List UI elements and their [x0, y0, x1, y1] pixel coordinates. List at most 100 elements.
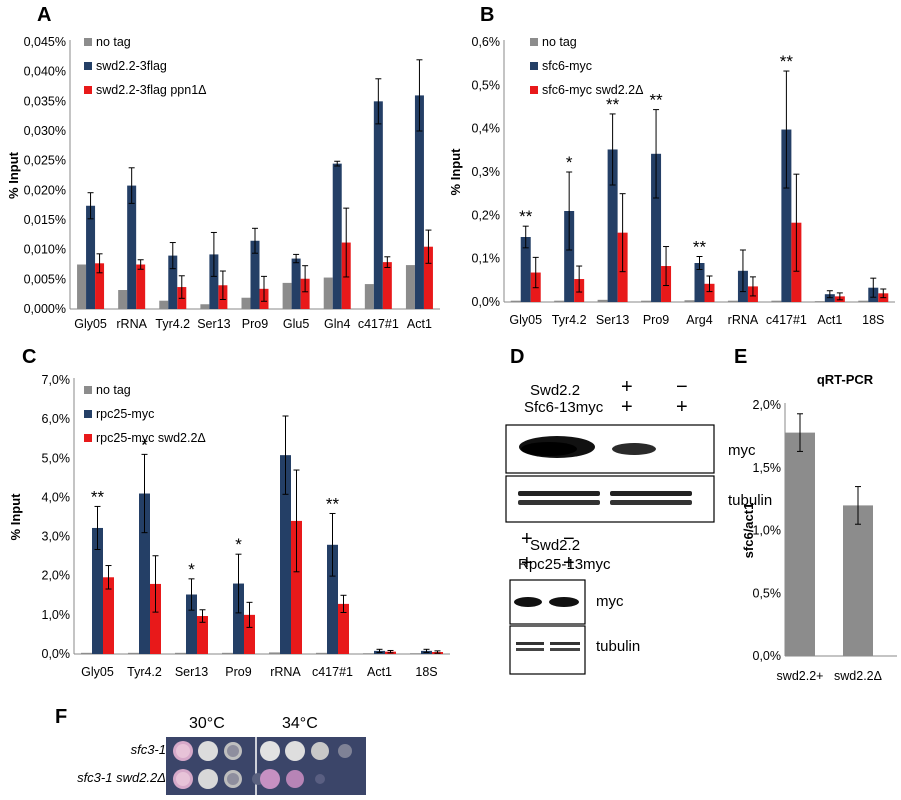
y-tick-label: 0,020% — [24, 183, 66, 197]
bar — [641, 300, 652, 302]
bar — [405, 265, 415, 309]
legend-label: no tag — [96, 383, 131, 397]
blot-top-sign-1b: − — [676, 376, 688, 398]
bar — [327, 544, 338, 654]
blot-top-row2-label: Sfc6-13myc — [524, 399, 604, 416]
blot-bottom-band1-label: myc — [596, 593, 624, 610]
x-category-label: Tyr4.2 — [127, 665, 162, 679]
blot-bottom-sign-1b: − — [563, 528, 575, 550]
significance-marker: ** — [780, 52, 794, 71]
bar — [77, 264, 87, 309]
y-tick-label: 0,000% — [24, 302, 66, 316]
blot-top-image — [505, 424, 715, 523]
x-category-label: Tyr4.2 — [552, 313, 587, 327]
bar — [139, 493, 150, 654]
y-tick-label: 7,0% — [42, 373, 71, 387]
bar — [382, 262, 392, 309]
y-tick-label: 0,035% — [24, 94, 66, 108]
blot-bottom-sign-2b: + — [563, 552, 575, 574]
panel-letter-f: F — [55, 706, 68, 728]
spot-temp-30: 30°C — [189, 715, 225, 732]
x-category-label: Pro9 — [225, 665, 251, 679]
blot-bottom-sign-1a: + — [521, 528, 533, 550]
blot-bottom-image — [509, 579, 586, 675]
bar — [332, 163, 342, 309]
chart-c: 0,0% 1,0% 2,0% 3,0% 4,0% 5,0% 6,0% 7,0% % Input G… — [8, 373, 450, 679]
y-tick-label: 0,010% — [24, 243, 66, 257]
y-tick-label: 6,0% — [42, 412, 71, 426]
bar — [316, 652, 327, 654]
spot-strain-1: sfc3-1 — [130, 742, 166, 757]
x-category-label: c417#1 — [766, 313, 807, 327]
bar — [510, 300, 521, 302]
blot-bottom-row2-label: Rpc25-13myc — [518, 556, 611, 573]
legend-swatch — [84, 62, 92, 70]
y-tick-label: 0,4% — [472, 122, 501, 136]
chart-e: 0,0% 0,5% 1,0% 1,5% 2,0% sfc6/act1 qRT-PCR swd2… — [741, 372, 897, 680]
y-axis-label: % Input — [6, 151, 21, 199]
bar — [785, 432, 815, 656]
x-category-label: Gly05 — [509, 313, 542, 327]
bar — [373, 101, 383, 309]
blot-top-band1-label: myc — [728, 442, 756, 459]
bar — [136, 264, 146, 309]
legend-label: sfc6-myc swd2.2Δ — [542, 83, 643, 97]
x-category-label: Act1 — [407, 317, 432, 331]
y-tick-label: 0,3% — [472, 165, 501, 179]
y-tick-label: 1,0% — [42, 608, 71, 622]
bar — [843, 505, 873, 656]
x-category-label: Ser13 — [197, 317, 230, 331]
significance-marker: ** — [693, 238, 707, 257]
bar — [694, 263, 705, 302]
bar — [95, 263, 105, 309]
y-tick-label: 2,0% — [42, 569, 71, 583]
bar — [727, 300, 738, 302]
bar — [269, 652, 280, 654]
x-category-label: 18S — [862, 313, 884, 327]
significance-marker: * — [188, 560, 195, 579]
y-tick-label: 5,0% — [42, 451, 71, 465]
x-category-label: rRNA — [270, 665, 301, 679]
bar — [280, 455, 291, 654]
blot-bottom-band2-label: tubulin — [596, 638, 641, 655]
bar — [159, 300, 169, 309]
x-category-label: Ser13 — [596, 313, 629, 327]
bar — [233, 583, 244, 654]
bar — [244, 614, 255, 654]
x-category-label: rRNA — [728, 313, 759, 327]
x-category-label: Gln4 — [324, 317, 350, 331]
legend-label: sfc6-myc — [542, 59, 592, 73]
significance-marker: ** — [519, 207, 533, 226]
x-category-label: Gly05 — [81, 665, 114, 679]
bar — [81, 652, 92, 654]
bar — [103, 577, 114, 654]
chart-b: 0,0% 0,1% 0,2% 0,3% 0,4% 0,5% 0,6% % Input Gly05… — [450, 35, 895, 327]
bar — [282, 282, 292, 309]
bar — [118, 290, 128, 309]
x-category-label: Pro9 — [643, 313, 669, 327]
y-tick-label: 1,5% — [753, 461, 782, 475]
bar — [564, 211, 575, 302]
panel-letter-a: A — [37, 4, 52, 26]
blot-top-band2-label: tubulin — [728, 492, 773, 509]
x-category-label: c417#1 — [312, 665, 353, 679]
y-tick-label: 3,0% — [42, 530, 71, 544]
bar — [86, 205, 96, 309]
y-tick-label: 0,0% — [472, 295, 501, 309]
legend-swatch — [84, 386, 92, 394]
bar — [554, 300, 565, 302]
x-category-label: Ser13 — [175, 665, 208, 679]
y-axis-label: sfc6/act1 — [741, 503, 756, 559]
y-tick-label: 4,0% — [42, 490, 71, 504]
legend-label: no tag — [542, 35, 577, 49]
y-tick-label: 2,0% — [753, 398, 782, 412]
legend-swatch — [84, 38, 92, 46]
bar — [222, 652, 233, 654]
x-category-label: c417#1 — [358, 317, 399, 331]
legend-swatch — [530, 86, 538, 94]
legend-swatch — [530, 62, 538, 70]
y-tick-label: 0,040% — [24, 65, 66, 79]
x-category-label: swd2.2Δ — [834, 669, 882, 680]
significance-marker: ** — [606, 95, 620, 114]
y-tick-label: 0,030% — [24, 124, 66, 138]
